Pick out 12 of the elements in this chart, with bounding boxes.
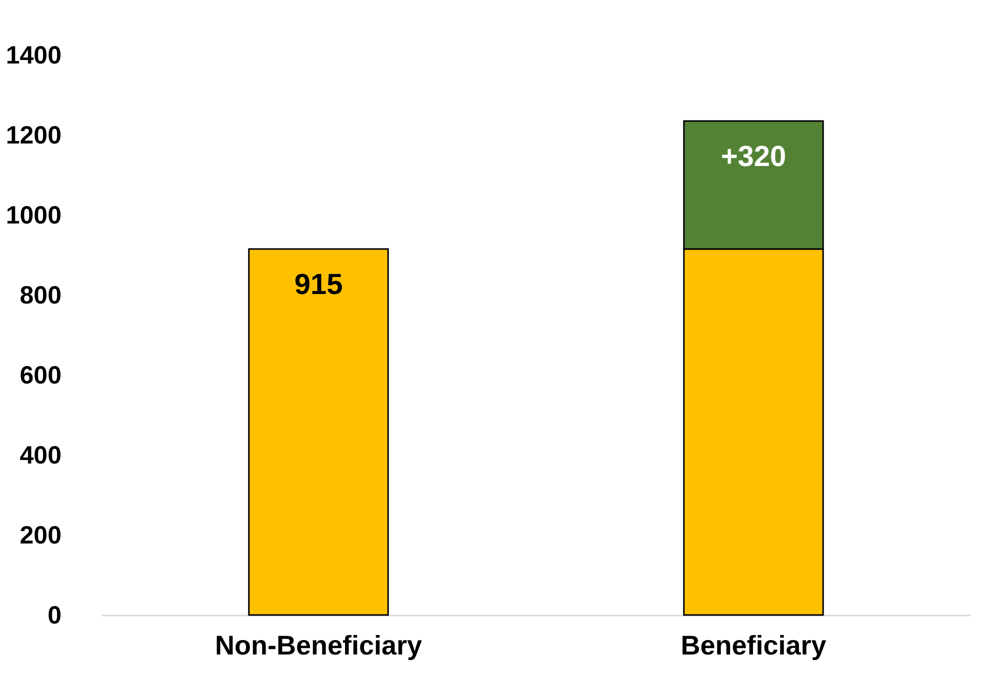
y-tick-label: 200 [20, 522, 62, 550]
y-tick-label: 0 [48, 602, 62, 630]
y-tick-label: 1400 [6, 42, 62, 70]
x-tick-label: Beneficiary [680, 630, 826, 660]
y-tick-label: 1000 [6, 202, 62, 230]
data-label: 915 [294, 269, 343, 301]
y-tick-label: 1200 [6, 122, 62, 150]
y-tick-label: 800 [20, 282, 62, 310]
y-tick-label: 600 [20, 362, 62, 390]
data-label: +320 [720, 141, 786, 173]
y-tick-label: 400 [20, 442, 62, 470]
x-tick-label: Non-Beneficiary [214, 630, 422, 660]
